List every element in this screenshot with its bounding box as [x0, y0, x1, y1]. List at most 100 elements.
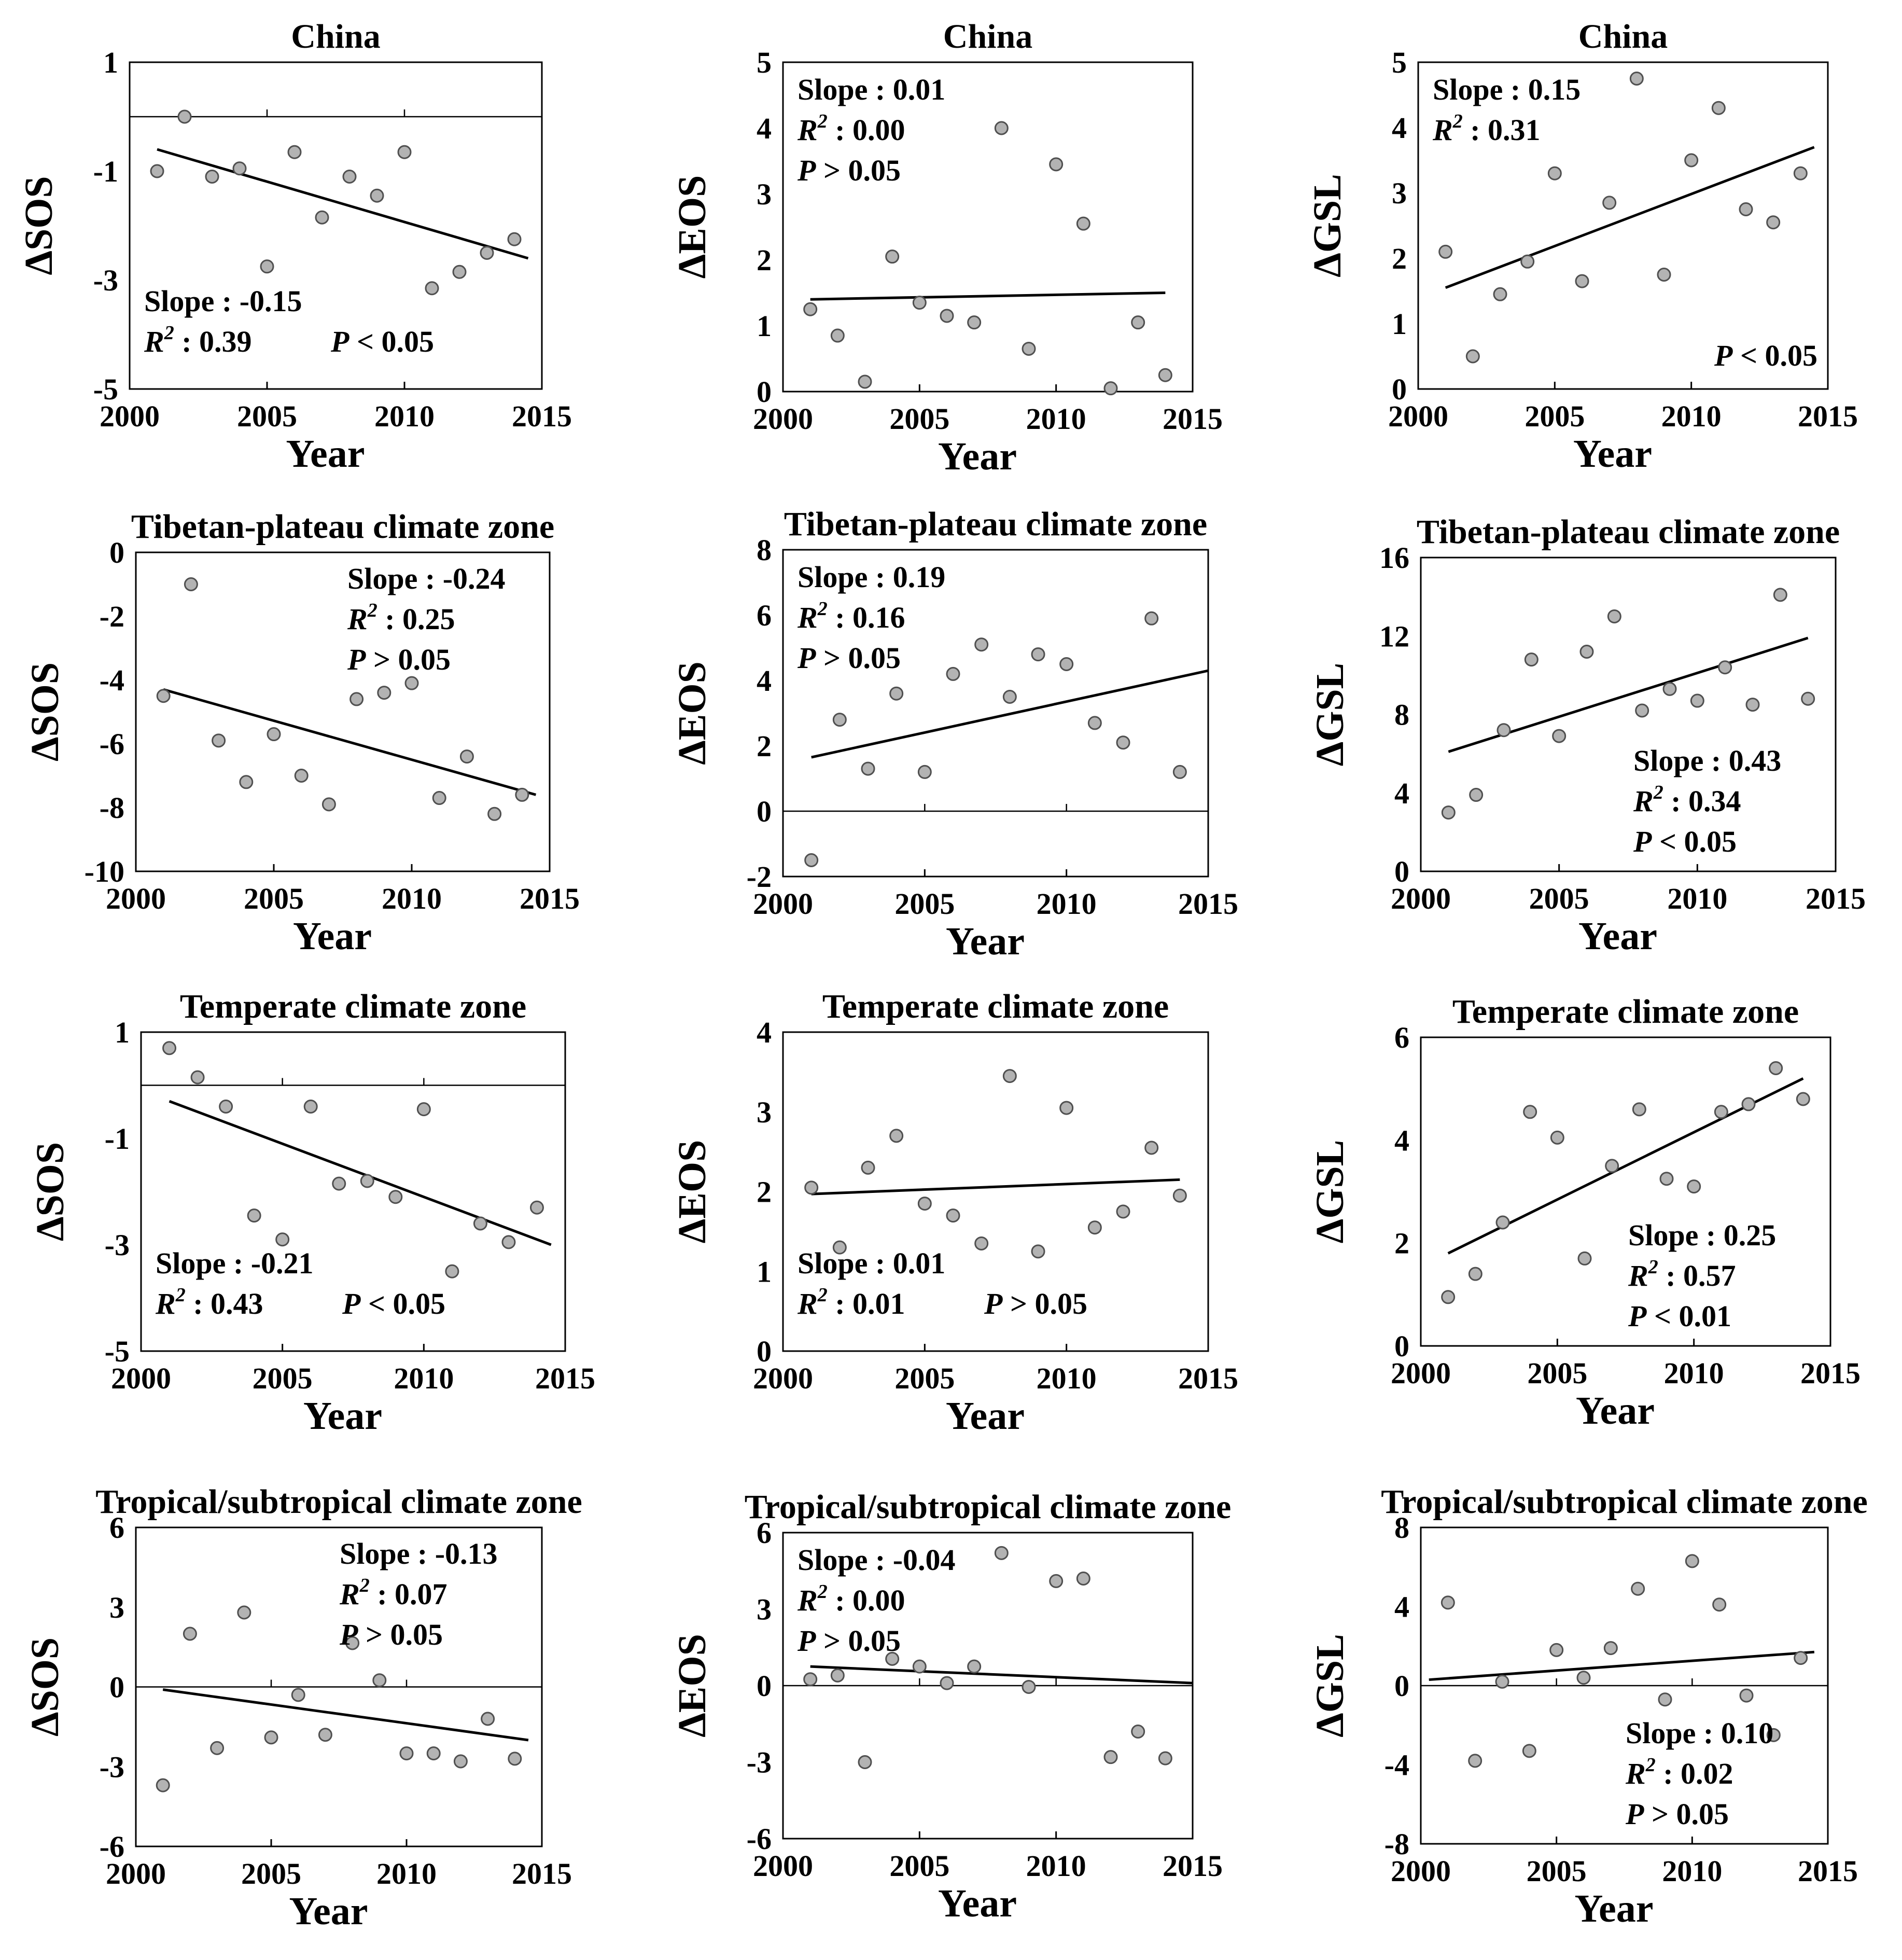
- x-axis-label: Year: [303, 1394, 382, 1438]
- data-point: [1603, 1641, 1618, 1656]
- panel-7: Temperate climate zone 2000 2005 2010 2015 1 -…: [29, 988, 595, 1438]
- data-point: [889, 686, 904, 701]
- stat-value: 0.05: [1035, 1287, 1088, 1320]
- data-point: [804, 1180, 819, 1195]
- data-point: [303, 1100, 318, 1114]
- y-tick-label: -5: [93, 372, 118, 406]
- x-tick-label: 2010: [1037, 1361, 1097, 1395]
- data-point: [372, 1673, 387, 1688]
- data-point: [507, 232, 522, 246]
- y-tick-label: 2: [1394, 1227, 1409, 1260]
- stat-line: Slope : -0.13: [340, 1537, 498, 1570]
- data-point: [404, 676, 419, 690]
- data-point: [473, 1216, 487, 1231]
- y-tick-label: 1: [1392, 307, 1407, 341]
- y-tick-label: 4: [1394, 776, 1409, 810]
- chart-title: Tibetan-plateau climate zone: [1417, 513, 1840, 551]
- x-tick-label: 2000: [1391, 1854, 1451, 1888]
- y-tick-label: -4: [1384, 1748, 1409, 1782]
- y-tick-label: 2: [1392, 242, 1407, 275]
- data-point: [1739, 202, 1753, 216]
- plot-frame: [140, 1031, 566, 1352]
- stat-sep: <: [1652, 825, 1684, 858]
- stat-sep: <: [349, 325, 381, 358]
- stat-label: R: [1625, 1757, 1646, 1790]
- plot-frame: [1420, 557, 1837, 872]
- panel-4: Tibetan-plateau climate zone 2000 2005 2010…: [23, 508, 580, 958]
- data-point: [912, 296, 927, 310]
- data-point: [1712, 1597, 1727, 1612]
- x-tick-label: 2015: [512, 1857, 572, 1891]
- y-tick-label: 4: [1394, 1123, 1409, 1157]
- stat-value: 0.15: [1528, 73, 1581, 106]
- stat-sep: :: [186, 1287, 211, 1320]
- stat-line: P < 0.01: [1628, 1299, 1731, 1333]
- x-tick-label: 2000: [1391, 882, 1451, 915]
- data-point: [1523, 1105, 1537, 1119]
- x-axis-label: Year: [289, 1889, 368, 1933]
- data-point: [1605, 1159, 1619, 1173]
- data-point: [1524, 652, 1539, 667]
- data-point: [861, 761, 875, 776]
- y-tick-label: 0: [1394, 1329, 1409, 1363]
- stat-sup: 2: [367, 600, 377, 621]
- data-point: [370, 188, 384, 203]
- trend-line: [1445, 146, 1815, 289]
- x-tick-label: 2015: [1163, 402, 1223, 436]
- data-point: [861, 1160, 875, 1175]
- y-tick-label: -10: [85, 855, 124, 888]
- data-point: [1579, 645, 1594, 659]
- stat-label: R: [1633, 784, 1654, 818]
- data-point: [481, 1712, 495, 1726]
- data-point: [1022, 341, 1036, 356]
- data-point: [1468, 1754, 1483, 1768]
- x-tick-label: 2000: [106, 1857, 166, 1891]
- stat-line: Slope : -0.04: [798, 1543, 956, 1577]
- stat-sup: 2: [817, 598, 828, 620]
- y-tick-label: 0: [109, 1671, 124, 1704]
- data-point: [1131, 315, 1145, 330]
- data-point: [1131, 1725, 1145, 1739]
- y-tick-label: 6: [109, 1511, 124, 1545]
- stat-sep: <: [1732, 339, 1765, 372]
- data-point: [1493, 287, 1507, 301]
- data-point: [1547, 166, 1562, 180]
- panel-6: Tibetan-plateau climate zone 2000 2005 2010…: [1308, 513, 1866, 958]
- data-point: [1684, 153, 1699, 168]
- data-point: [321, 797, 336, 812]
- x-tick-label: 2005: [889, 1849, 949, 1883]
- y-tick-label: -3: [93, 263, 118, 297]
- stat-label: R: [347, 602, 368, 636]
- chart-title: Tropical/subtropical climate zone: [95, 1483, 582, 1521]
- y-tick-label: -8: [1384, 1827, 1409, 1861]
- data-point: [399, 1746, 414, 1761]
- data-point: [830, 328, 845, 343]
- y-axis-label: ΔGSL: [1308, 663, 1352, 767]
- data-point: [287, 145, 302, 159]
- chart-title: Tibetan-plateau climate zone: [784, 505, 1207, 543]
- data-point: [967, 315, 982, 330]
- x-tick-label: 2015: [520, 882, 580, 915]
- x-tick-label: 2000: [1391, 1356, 1451, 1390]
- data-point: [912, 1659, 927, 1674]
- data-point: [156, 689, 171, 703]
- chart-title: Temperate climate zone: [1452, 993, 1799, 1031]
- stat-label: R: [155, 1287, 176, 1320]
- y-tick-label: 12: [1379, 619, 1409, 653]
- stat-sep: >: [366, 643, 398, 676]
- data-point: [967, 1659, 982, 1674]
- x-tick-label: 2000: [753, 1361, 813, 1395]
- data-point: [946, 1208, 960, 1223]
- y-tick-label: 0: [757, 375, 772, 409]
- y-tick-label: 0: [1394, 855, 1409, 888]
- data-point: [1002, 690, 1017, 704]
- data-point: [803, 302, 818, 316]
- data-point: [260, 259, 274, 274]
- data-point: [1049, 1574, 1064, 1588]
- data-point: [917, 764, 932, 779]
- y-tick-label: -6: [100, 1830, 124, 1864]
- data-point: [445, 1264, 459, 1278]
- data-point: [501, 1235, 516, 1249]
- stat-label: Slope :: [798, 1246, 893, 1280]
